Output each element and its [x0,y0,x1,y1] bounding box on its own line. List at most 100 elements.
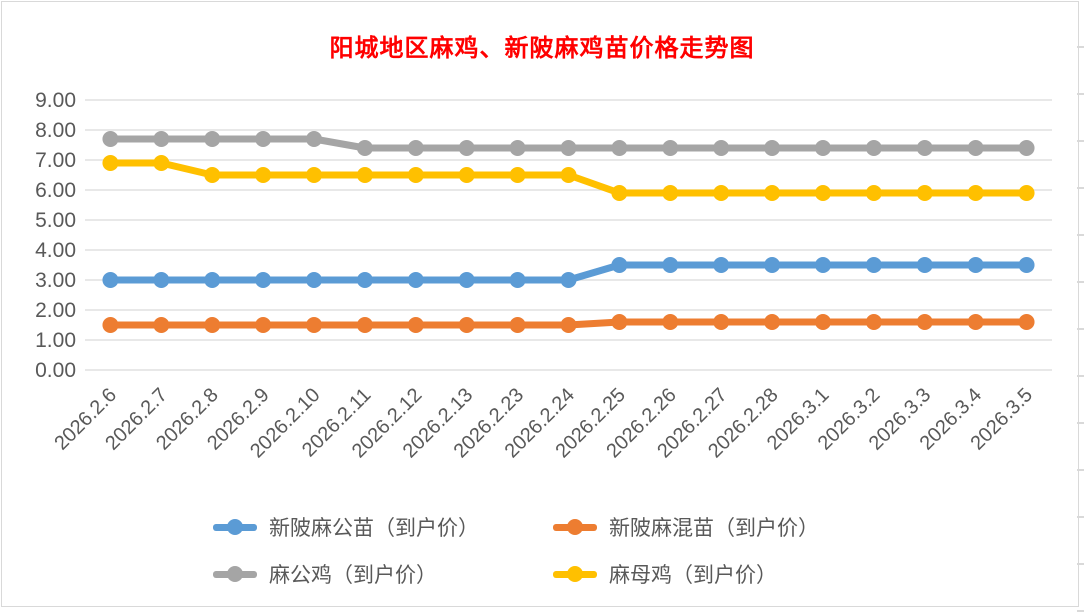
data-point-marker [356,317,373,333]
data-point-marker [662,140,679,156]
data-point-marker [204,272,221,288]
legend-label: 麻母鸡（到户价） [609,564,777,587]
data-point-marker [102,272,119,288]
spreadsheet-row-tick [1077,422,1084,424]
data-point-marker [611,314,628,330]
data-point-marker [865,185,882,201]
spreadsheet-row-tick [1077,610,1084,612]
data-point-marker [814,257,831,273]
data-point-marker [611,185,628,201]
data-point-marker [865,314,882,330]
data-point-marker [713,314,730,330]
data-point-marker [204,317,221,333]
spreadsheet-row-tick [1077,46,1084,48]
data-point-marker [204,167,221,183]
data-point-marker [102,131,119,147]
data-point-marker [153,155,170,171]
legend-label: 新陂麻公苗（到户价） [269,517,479,540]
data-point-marker [967,257,984,273]
spreadsheet-row-tick [1077,469,1084,471]
data-point-marker [1018,257,1035,273]
data-point-marker [611,140,628,156]
legend-marker-icon [553,566,597,582]
data-point-marker [764,257,781,273]
data-point-marker [662,257,679,273]
data-point-marker [356,272,373,288]
y-tick-label: 6.00 [35,179,76,202]
y-tick-label: 0.00 [35,359,76,382]
y-tick-label: 5.00 [35,209,76,232]
data-point-marker [255,272,272,288]
data-point-marker [306,272,323,288]
data-point-marker [662,314,679,330]
y-tick-label: 3.00 [35,269,76,292]
legend-item-xinpo-mahun: 新陂麻混苗（到户价） [553,512,893,542]
data-point-marker [713,185,730,201]
spreadsheet-row-tick [1077,281,1084,283]
legend-marker-icon [553,519,597,535]
data-point-marker [865,140,882,156]
data-point-marker [814,185,831,201]
y-tick-label: 8.00 [35,119,76,142]
data-point-marker [560,167,577,183]
chart-legend: 新陂麻公苗（到户价） 新陂麻混苗（到户价） 麻公鸡（到户价） 麻母鸡（到户价） [213,512,893,589]
data-point-marker [764,140,781,156]
data-point-marker [713,257,730,273]
data-point-marker [560,272,577,288]
spreadsheet-row-tick [1077,375,1084,377]
legend-item-magongji: 麻公鸡（到户价） [213,559,553,589]
data-point-marker [814,314,831,330]
spreadsheet-row-tick [1077,187,1084,189]
spreadsheet-row-tick [1077,563,1084,565]
data-point-marker [1018,314,1035,330]
data-point-marker [407,167,424,183]
spreadsheet-row-tick [1077,93,1084,95]
data-point-marker [967,185,984,201]
data-point-marker [764,185,781,201]
data-point-marker [356,140,373,156]
data-point-marker [356,167,373,183]
y-tick-label: 2.00 [35,299,76,322]
data-point-marker [153,317,170,333]
y-tick-label: 4.00 [35,239,76,262]
data-point-marker [255,167,272,183]
data-point-marker [509,167,526,183]
data-point-marker [662,185,679,201]
data-point-marker [814,140,831,156]
data-point-marker [967,140,984,156]
data-point-marker [204,131,221,147]
data-point-marker [458,317,475,333]
data-point-marker [407,272,424,288]
data-point-marker [916,185,933,201]
y-tick-label: 1.00 [35,329,76,352]
data-point-marker [306,131,323,147]
data-point-marker [560,140,577,156]
y-tick-label: 9.00 [35,89,76,112]
spreadsheet-row-tick [1077,234,1084,236]
data-point-marker [916,140,933,156]
data-point-marker [102,155,119,171]
legend-label: 新陂麻混苗（到户价） [609,517,819,540]
data-point-marker [102,317,119,333]
data-point-marker [916,257,933,273]
legend-item-mamuji: 麻母鸡（到户价） [553,559,893,589]
data-point-marker [255,317,272,333]
data-point-marker [153,272,170,288]
data-point-marker [865,257,882,273]
data-point-marker [967,314,984,330]
data-point-marker [306,167,323,183]
data-point-marker [153,131,170,147]
data-point-marker [255,131,272,147]
data-point-marker [458,140,475,156]
data-point-marker [407,317,424,333]
data-point-marker [509,140,526,156]
data-point-marker [1018,185,1035,201]
data-point-marker [764,314,781,330]
data-point-marker [306,317,323,333]
legend-marker-icon [213,566,257,582]
chart-title: 阳城地区麻鸡、新陂麻鸡苗价格走势图 [329,35,755,62]
data-point-marker [713,140,730,156]
data-point-marker [509,317,526,333]
